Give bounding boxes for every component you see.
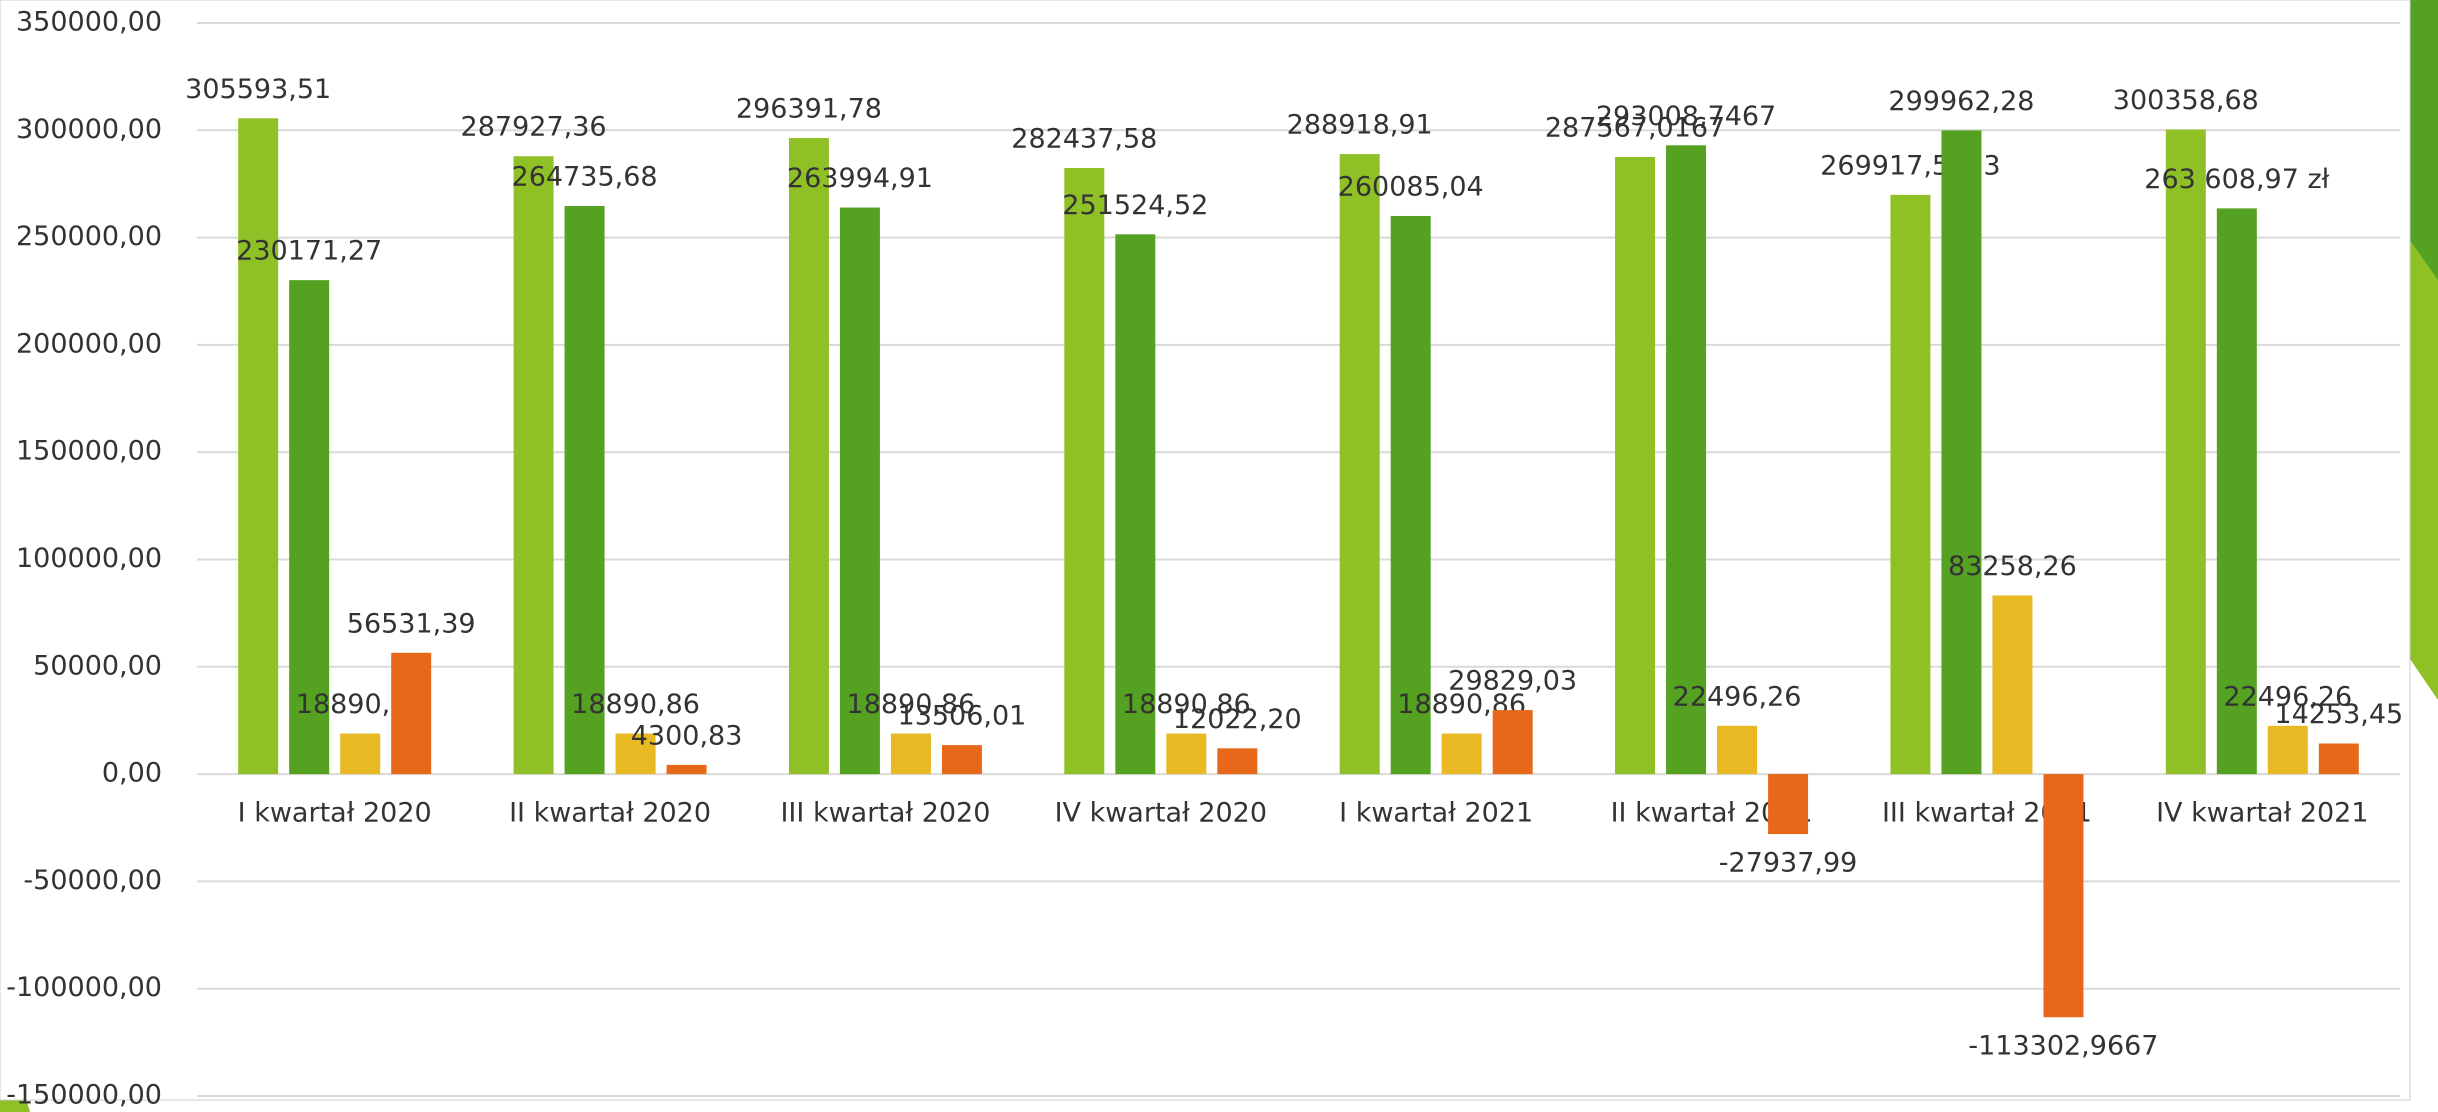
data-label: 287927,36 — [461, 112, 607, 143]
bar — [1217, 748, 1258, 775]
y-tick-label: -150000,00 — [6, 1080, 162, 1111]
y-tick-label: 100000,00 — [16, 543, 162, 574]
data-label: 56531,39 — [347, 608, 476, 639]
bar — [1492, 710, 1533, 775]
bar — [1666, 145, 1707, 775]
data-label: 263 608,97 zł — [2144, 164, 2329, 195]
data-label: 260085,04 — [1338, 171, 1484, 202]
bar — [788, 138, 829, 775]
data-label: 22496,26 — [2223, 681, 2352, 712]
data-label: 293008,7467 — [1596, 101, 1776, 132]
y-tick-label: 200000,00 — [16, 328, 162, 359]
y-tick-label: 0,00 — [102, 758, 162, 789]
bar — [1339, 154, 1380, 775]
data-label: 282437,58 — [1011, 123, 1157, 154]
bar — [1615, 156, 1656, 775]
bar — [238, 118, 279, 775]
plot-background — [0, 0, 2411, 1101]
bar — [1941, 130, 1982, 775]
bar — [2043, 774, 2084, 1018]
data-label: 288918,91 — [1287, 110, 1433, 141]
bar — [1064, 167, 1105, 775]
x-tick-label: II kwartał 2020 — [509, 798, 711, 829]
data-label: 300358,68 — [2113, 85, 2259, 116]
bar — [2318, 743, 2359, 775]
bar — [289, 280, 330, 775]
bar — [1390, 215, 1431, 775]
y-tick-label: -100000,00 — [6, 972, 162, 1003]
bar — [2216, 208, 2257, 775]
bar — [1890, 194, 1931, 775]
x-tick-label: IV kwartał 2020 — [1055, 798, 1267, 829]
data-label: 18890,86 — [1122, 689, 1251, 720]
bar — [1717, 725, 1758, 775]
data-label: -113302,9667 — [1968, 1031, 2158, 1062]
y-tick-label: 300000,00 — [16, 114, 162, 145]
data-label: -27937,99 — [1719, 848, 1858, 879]
bar — [941, 745, 982, 775]
x-tick-label: IV kwartał 2021 — [2156, 798, 2368, 829]
y-tick-label: 150000,00 — [16, 436, 162, 467]
data-label: 22496,26 — [1673, 681, 1802, 712]
bar — [615, 733, 656, 775]
bar — [1768, 774, 1809, 835]
bar — [340, 733, 381, 775]
bar — [2165, 129, 2206, 775]
x-tick-label: I kwartał 2021 — [1339, 798, 1533, 829]
y-tick-label: -50000,00 — [23, 865, 162, 896]
bar — [839, 207, 880, 775]
data-label: 263994,91 — [787, 163, 933, 194]
bar — [513, 156, 554, 775]
data-label: 13506,01 — [898, 701, 1027, 732]
y-tick-label: 250000,00 — [16, 221, 162, 252]
data-label: 296391,78 — [736, 94, 882, 125]
bar — [564, 205, 605, 775]
x-tick-label: III kwartał 2020 — [780, 798, 990, 829]
y-tick-label: 50000,00 — [33, 650, 162, 681]
y-tick-label: 350000,00 — [16, 7, 162, 38]
bar — [1115, 234, 1156, 775]
data-label: 251524,52 — [1062, 190, 1208, 221]
bar — [1166, 733, 1207, 775]
x-tick-label: I kwartał 2020 — [238, 798, 432, 829]
bar — [666, 764, 707, 775]
data-label: 83258,26 — [1948, 551, 2077, 582]
bar — [1992, 595, 2033, 775]
data-label: 264735,68 — [512, 161, 658, 192]
data-label: 29829,03 — [1448, 666, 1577, 697]
data-label: 18890,86 — [571, 689, 700, 720]
data-label: 14253,45 — [2274, 699, 2403, 730]
bar — [1441, 733, 1482, 775]
data-label: 4300,83 — [631, 720, 743, 751]
data-label: 18890,86 — [847, 689, 976, 720]
bar — [890, 733, 931, 775]
data-label: 230171,27 — [236, 236, 382, 267]
data-label: 12022,20 — [1173, 704, 1302, 735]
data-label: 287567,0167 — [1545, 112, 1725, 143]
bar — [2267, 725, 2308, 775]
data-label: 305593,51 — [185, 74, 331, 105]
data-label: 299962,28 — [1888, 86, 2034, 117]
bar — [391, 652, 432, 775]
